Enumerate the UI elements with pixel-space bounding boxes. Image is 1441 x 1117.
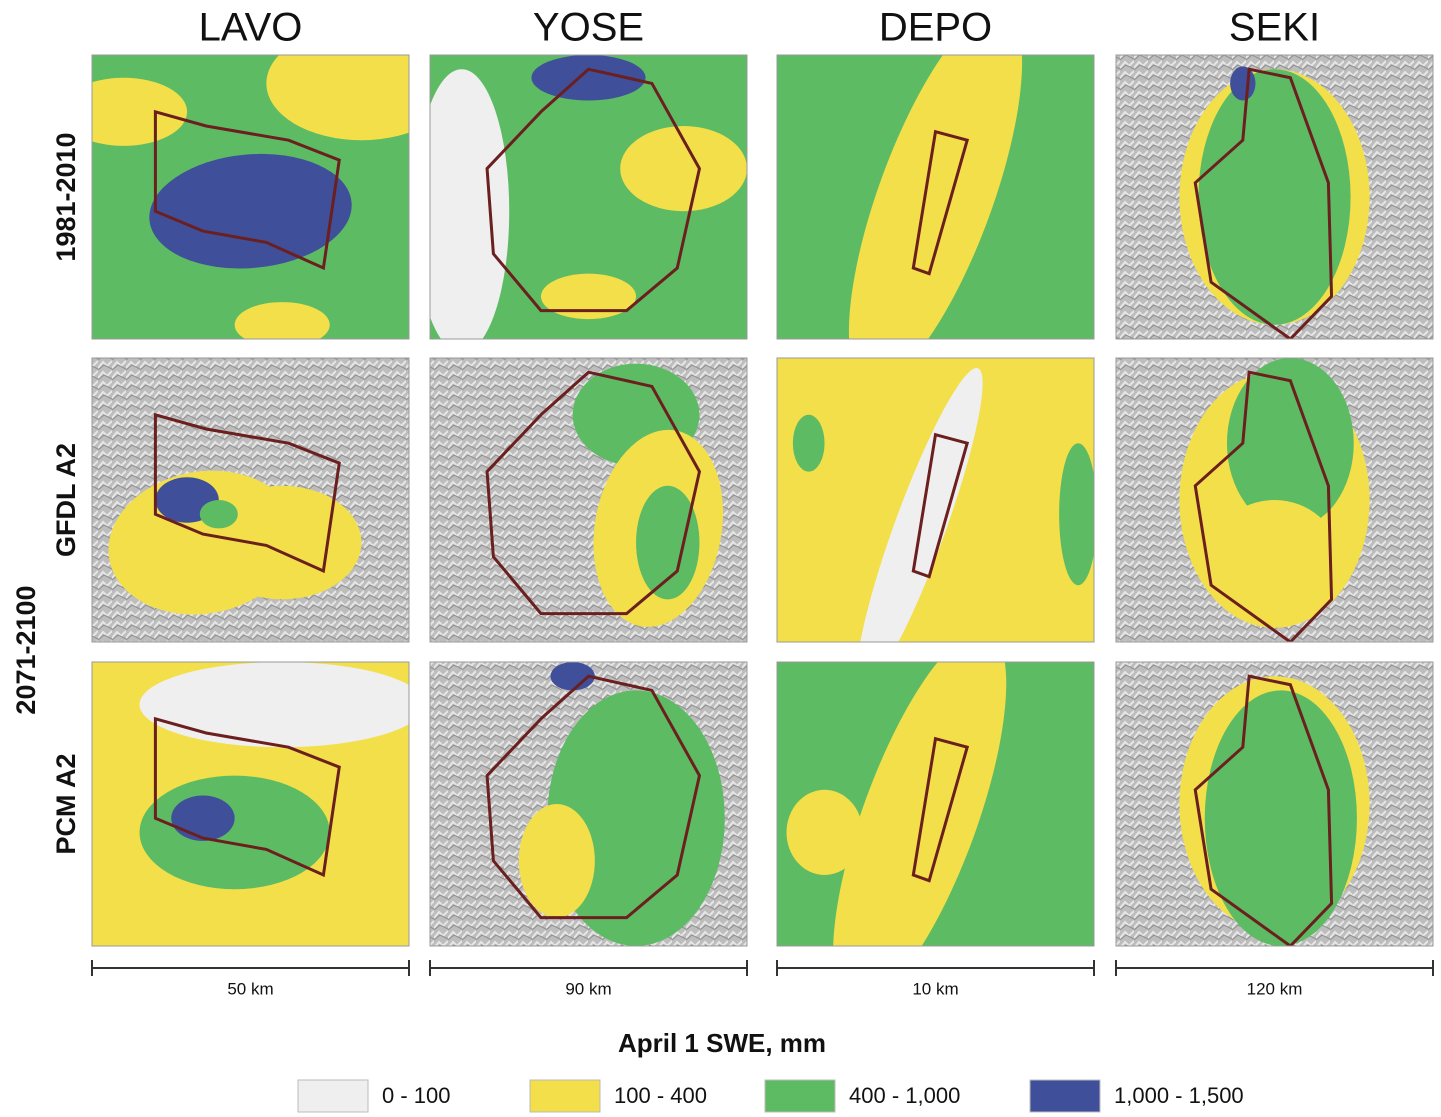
map-layer [777, 612, 1094, 1025]
snow-zone [793, 415, 825, 472]
map-layer [777, 358, 1097, 697]
snow-zone [1059, 443, 1097, 585]
legend-swatch [765, 1080, 835, 1112]
legend-swatch [298, 1080, 368, 1112]
row-label: 1981-2010 [51, 132, 81, 261]
map-panel [1116, 662, 1433, 946]
legend-swatch [530, 1080, 600, 1112]
legend-label: 0 - 100 [382, 1083, 451, 1108]
snow-zone [787, 790, 863, 875]
scale-label: 90 km [565, 979, 611, 998]
map-layer [430, 662, 747, 946]
map-layer [92, 358, 409, 642]
legend-label: 100 - 400 [614, 1083, 707, 1108]
scale-label: 50 km [227, 979, 273, 998]
snow-zone [1230, 66, 1255, 100]
row-label: GFDL A2 [51, 443, 81, 557]
map-panel [430, 358, 747, 642]
scale-label: 10 km [912, 979, 958, 998]
column-title: DEPO [879, 6, 992, 50]
figure: 2071-2100 April 1 SWE, mm LAVO 50 km YOSE 9… [0, 0, 1441, 1117]
snow-zone [541, 274, 636, 319]
snow-zone [636, 486, 699, 600]
legend-label: 1,000 - 1,500 [1114, 1083, 1244, 1108]
snow-zone [140, 776, 330, 890]
map-panel [60, 27, 456, 348]
snow-zone [1205, 690, 1357, 946]
scale-label: 120 km [1247, 979, 1303, 998]
row-label: PCM A2 [51, 753, 81, 854]
snow-zone [235, 302, 330, 347]
row-group-label: 2071-2100 [11, 585, 41, 714]
map-panel [777, 358, 1097, 697]
snow-zone [171, 795, 234, 840]
map-layer [1116, 55, 1433, 339]
map-panel [414, 55, 747, 353]
column-title: LAVO [199, 6, 303, 50]
snow-zone [1211, 500, 1338, 614]
map-panel [1116, 55, 1433, 339]
snow-zone [519, 804, 595, 918]
map-panel [1116, 358, 1433, 642]
map-layer [414, 55, 747, 353]
map-panel [777, 612, 1094, 1025]
snow-zone [200, 500, 238, 528]
map-layer [777, 0, 1094, 403]
map-panel [92, 662, 425, 946]
snow-zone [140, 662, 425, 747]
map-panel [92, 358, 409, 642]
legend-label: 400 - 1,000 [849, 1083, 960, 1108]
map-layer [60, 27, 456, 348]
map-layer [92, 662, 425, 946]
column-title: SEKI [1229, 6, 1320, 50]
snow-zone [414, 69, 509, 353]
legend-swatch [1030, 1080, 1100, 1112]
map-panel [430, 662, 747, 946]
map-layer [1116, 662, 1433, 946]
legend-title: April 1 SWE, mm [618, 1028, 826, 1058]
map-layer [430, 358, 747, 642]
map-panel [777, 0, 1094, 403]
map-layer [1116, 358, 1433, 642]
column-title: YOSE [533, 6, 644, 50]
